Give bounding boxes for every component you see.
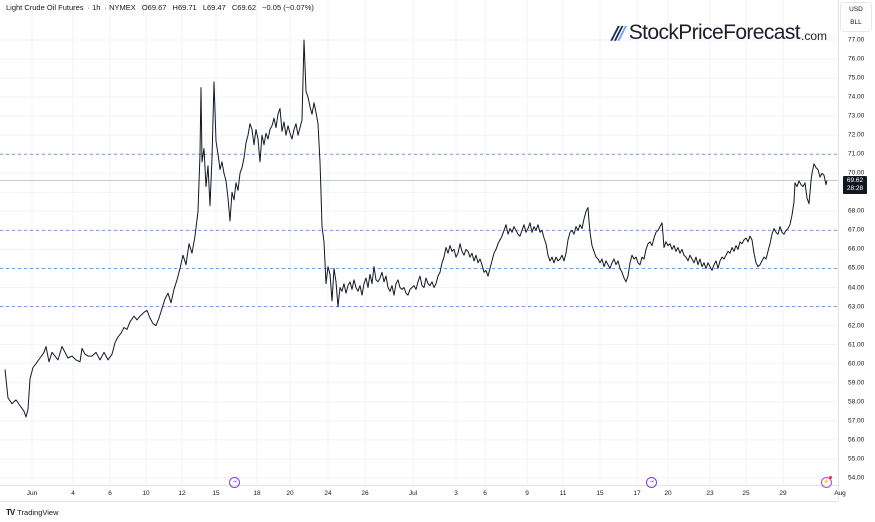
price-tick-label: 66.00 xyxy=(848,245,865,253)
split-event-icon[interactable]: ⇥ xyxy=(646,477,657,488)
time-tick-label: 29 xyxy=(779,490,787,497)
split-event-icon[interactable]: ⇥ xyxy=(229,477,240,488)
price-tick-label: 64.00 xyxy=(848,284,865,292)
price-tick-label: 71.00 xyxy=(848,150,865,158)
currency-unit-button[interactable]: USD BLL xyxy=(840,2,872,32)
logo-slashes-icon: /// xyxy=(612,22,625,44)
price-tick-label: 59.00 xyxy=(848,379,865,387)
time-tick-label: 12 xyxy=(178,490,186,497)
time-tick-label: 15 xyxy=(596,490,604,497)
unit-label: BLL xyxy=(850,19,862,26)
price-tick-label: 62.00 xyxy=(848,322,865,330)
time-tick-label: 4 xyxy=(71,490,75,497)
tradingview-brand[interactable]: TradingView xyxy=(17,508,59,517)
price-tick-label: 56.00 xyxy=(848,436,865,444)
time-tick-label: 11 xyxy=(559,490,567,497)
open-value: O69.67 xyxy=(141,3,167,12)
price-chart[interactable] xyxy=(0,0,838,485)
time-tick-label: 9 xyxy=(525,490,529,497)
tradingview-footer: TV TradingView xyxy=(6,508,59,517)
logo-suffix: .com xyxy=(801,29,828,43)
price-tick-label: 72.00 xyxy=(848,131,865,139)
time-tick-label: Aug xyxy=(834,490,846,497)
low-value: L69.47 xyxy=(202,3,226,12)
price-tick-label: 68.00 xyxy=(848,207,865,215)
price-tick-label: 60.00 xyxy=(848,360,865,368)
close-value: C69.62 xyxy=(231,3,257,12)
price-axis[interactable]: 77.00 76.00 75.00 74.00 73.00 72.00 71.00 70.00… xyxy=(838,0,875,500)
time-tick-label: 3 xyxy=(454,490,458,497)
logo-text: StockPriceForecast xyxy=(628,21,801,44)
time-tick-label: Jun xyxy=(26,490,38,497)
price-tick-label: 74.00 xyxy=(848,93,865,101)
stockpriceforecast-logo: /// StockPriceForecast .com xyxy=(612,20,827,46)
time-tick-label: 24 xyxy=(324,490,332,497)
price-tick-label: 67.00 xyxy=(848,226,865,234)
time-tick-label: 17 xyxy=(633,490,641,497)
price-tick-label: 58.00 xyxy=(848,398,865,406)
time-tick-label: 6 xyxy=(483,490,487,497)
event-alert-dot xyxy=(829,476,832,479)
price-series-line xyxy=(4,39,828,418)
symbol-header: Light Crude Oil Futures · 1h · NYMEX O69.6… xyxy=(6,3,314,12)
grid-lines xyxy=(0,0,838,485)
time-tick-label: 26 xyxy=(361,490,369,497)
price-tick-label: 54.00 xyxy=(848,474,865,482)
symbol-name[interactable]: Light Crude Oil Futures xyxy=(6,3,84,12)
change-value: −0.05 (−0.07%) xyxy=(262,3,314,12)
price-tick-label: 61.00 xyxy=(848,341,865,349)
price-tick-label: 55.00 xyxy=(848,455,865,463)
price-tick-label: 75.00 xyxy=(848,74,865,82)
time-tick-label: 18 xyxy=(253,490,261,497)
time-tick-label: 23 xyxy=(706,490,714,497)
time-tick-label: 10 xyxy=(142,490,150,497)
time-tick-label: 6 xyxy=(108,490,112,497)
price-tick-label: 73.00 xyxy=(848,112,865,120)
bar-countdown: 28:28 xyxy=(846,184,864,192)
exchange: NYMEX xyxy=(109,3,136,12)
price-tick-label: 77.00 xyxy=(848,36,865,44)
last-price-tag: 69.62 28:28 xyxy=(843,175,867,194)
price-tick-label: 65.00 xyxy=(848,264,865,272)
tradingview-logo-icon: TV xyxy=(6,508,15,517)
time-tick-label: 20 xyxy=(286,490,294,497)
price-tick-label: 70.00 xyxy=(848,169,865,177)
price-tick-label: 57.00 xyxy=(848,417,865,425)
lightning-event-icon[interactable]: ⚡ xyxy=(821,477,832,488)
high-value: H69.71 xyxy=(172,3,197,12)
price-tick-label: 63.00 xyxy=(848,303,865,311)
currency-label: USD xyxy=(849,6,863,13)
time-tick-label: 25 xyxy=(742,490,750,497)
time-tick-label: 15 xyxy=(212,490,220,497)
interval[interactable]: 1h xyxy=(92,3,101,12)
time-tick-label: Jul xyxy=(408,490,418,497)
time-tick-label: 20 xyxy=(664,490,672,497)
last-price: 69.62 xyxy=(846,176,864,184)
support-resistance-lines xyxy=(0,153,838,308)
price-tick-label: 76.00 xyxy=(848,55,865,63)
time-axis[interactable]: Jun 4 6 10 12 15 18 20 24 26 Jul 3 6 9 11 15 17 20 23 25 29 A… xyxy=(0,485,846,502)
